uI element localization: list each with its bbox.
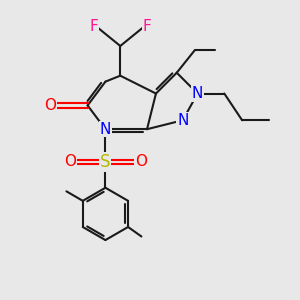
Text: O: O <box>44 98 56 113</box>
Text: F: F <box>143 19 152 34</box>
Text: S: S <box>100 153 111 171</box>
Text: N: N <box>100 122 111 137</box>
Text: N: N <box>192 86 203 101</box>
Text: O: O <box>64 154 76 169</box>
Text: N: N <box>177 113 188 128</box>
Text: F: F <box>89 19 98 34</box>
Text: O: O <box>135 154 147 169</box>
